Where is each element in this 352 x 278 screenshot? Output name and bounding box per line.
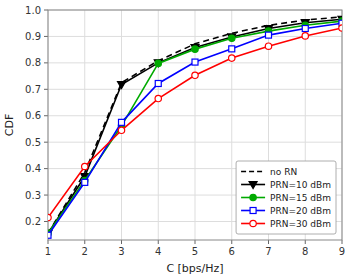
- chart: 1 2 3 4 5 6 7 8 9 0.2 0.3 0.4 0.5 0.6 0.7 0.8 0.9 1.0 C [b…: [0, 0, 352, 278]
- legend-swatch: [241, 171, 265, 173]
- tick-label: 8: [302, 246, 308, 257]
- marker: [266, 32, 272, 38]
- legend-label: PRN=10 dBm: [270, 180, 331, 190]
- tick: [231, 240, 232, 244]
- marker: [119, 119, 125, 125]
- tick: [48, 240, 49, 244]
- tick-label: 2: [82, 246, 88, 257]
- grid: [48, 10, 342, 240]
- tick-label: 0.2: [25, 216, 41, 227]
- tick: [44, 36, 48, 37]
- tick: [44, 115, 48, 116]
- tick: [342, 240, 343, 244]
- legend-marker: [250, 208, 256, 214]
- legend-marker: [249, 182, 257, 189]
- tick: [268, 240, 269, 244]
- tick: [121, 240, 122, 244]
- marker: [229, 46, 235, 52]
- legend-marker: [250, 194, 256, 200]
- tick: [158, 240, 159, 244]
- marker: [82, 163, 88, 169]
- marker: [302, 33, 308, 39]
- tick-label: 4: [155, 246, 161, 257]
- grid-line: [84, 10, 85, 240]
- series: [48, 16, 342, 237]
- tick-label: 0.7: [25, 84, 41, 95]
- tick-label: 0.6: [25, 110, 41, 121]
- legend-marker: [250, 220, 256, 226]
- grid-line: [48, 115, 342, 116]
- marker: [48, 232, 51, 238]
- line: [48, 21, 342, 233]
- tick-label: 5: [192, 246, 198, 257]
- marker: [155, 60, 161, 66]
- marker: [229, 35, 235, 41]
- y-axis-label: CDF: [3, 114, 16, 136]
- marker: [192, 59, 198, 65]
- tick: [44, 89, 48, 90]
- x-axis-label: C [bps/Hz]: [166, 262, 223, 275]
- legend-label: no RN: [270, 167, 297, 177]
- line: [48, 28, 342, 218]
- marker: [191, 45, 199, 52]
- legend-label: PRN=30 dBm: [270, 219, 331, 229]
- tick: [195, 240, 196, 244]
- marker: [192, 72, 198, 78]
- line: [48, 23, 342, 235]
- tick-label: 0.5: [25, 137, 41, 148]
- legend: no RN PRN=10 dBm PRN=15 dBm PRN=20 dBm PRN=3…: [236, 161, 336, 234]
- marker: [228, 34, 236, 41]
- tick-label: 0.9: [25, 31, 41, 42]
- marker: [118, 127, 124, 133]
- grid-line: [231, 10, 232, 240]
- series: [48, 18, 342, 237]
- tick: [44, 168, 48, 169]
- tick: [305, 240, 306, 244]
- series: [48, 17, 342, 234]
- grid-line: [158, 10, 159, 240]
- series: [48, 20, 342, 238]
- tick-label: 1: [45, 246, 51, 257]
- legend-label: PRN=20 dBm: [270, 206, 331, 216]
- tick: [44, 195, 48, 196]
- tick-label: 0.4: [25, 163, 41, 174]
- marker: [82, 179, 88, 185]
- marker: [155, 80, 161, 86]
- line: [48, 17, 342, 234]
- marker: [118, 82, 126, 89]
- plot-area: [48, 16, 342, 238]
- tick-label: 3: [118, 246, 124, 257]
- marker: [154, 60, 162, 67]
- tick-label: 0.3: [25, 190, 41, 201]
- background: [0, 0, 352, 278]
- grid-line: [48, 36, 342, 37]
- tick: [84, 240, 85, 244]
- line: [48, 19, 342, 233]
- legend-label: PRN=15 dBm: [270, 193, 331, 203]
- tick: [44, 62, 48, 63]
- marker: [339, 25, 342, 31]
- tick-label: 6: [229, 246, 235, 257]
- tick-label: 9: [339, 246, 345, 257]
- marker: [48, 214, 51, 220]
- tick-label: 0.8: [25, 57, 41, 68]
- grid-line: [48, 89, 342, 90]
- tick: [44, 10, 48, 11]
- tick-label: 7: [265, 246, 271, 257]
- marker: [265, 43, 271, 49]
- tick: [44, 142, 48, 143]
- legend-frame: [236, 161, 336, 234]
- tick: [44, 221, 48, 222]
- plot-frame: [48, 10, 342, 240]
- tick-label: 1.0: [25, 5, 41, 16]
- marker: [229, 55, 235, 61]
- marker: [192, 46, 198, 52]
- marker: [155, 95, 161, 101]
- marker: [302, 26, 308, 32]
- grid-line: [48, 142, 342, 143]
